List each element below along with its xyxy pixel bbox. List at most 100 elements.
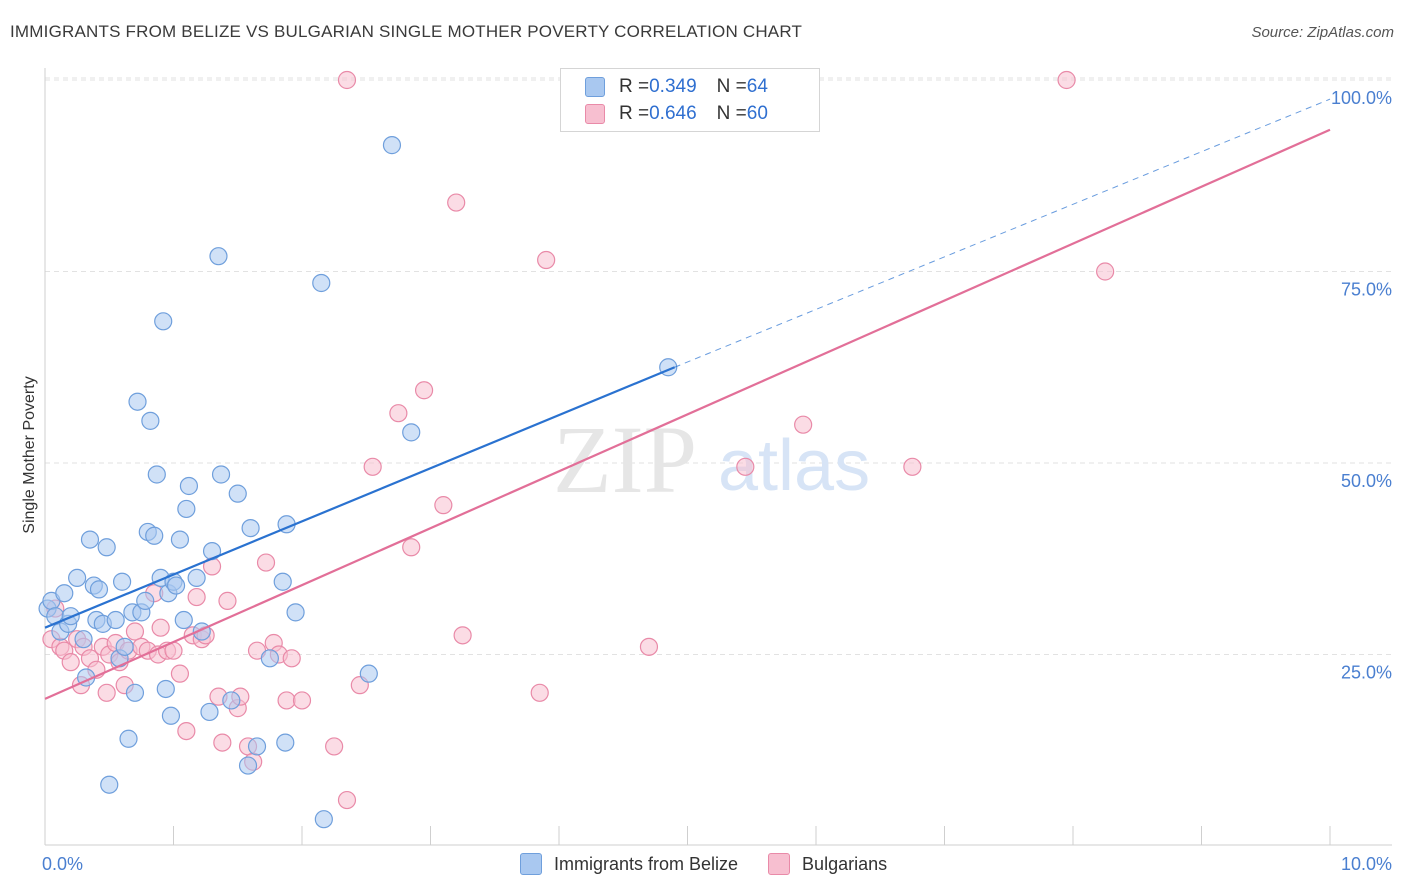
data-point xyxy=(537,250,556,270)
data-point xyxy=(147,465,166,484)
data-point xyxy=(337,790,357,810)
trend-lines xyxy=(44,98,1331,700)
data-point xyxy=(363,457,382,476)
data-point xyxy=(170,530,190,549)
data-point xyxy=(106,610,125,630)
y-tick-label: 75.0% xyxy=(1341,280,1392,300)
trend-line-belize-extension xyxy=(674,98,1331,368)
legend-r-value: 0.349 xyxy=(649,76,697,97)
watermark: ZIP atlas xyxy=(553,406,870,513)
axes xyxy=(44,68,1392,846)
legend-n-value: 64 xyxy=(746,76,768,97)
data-point xyxy=(97,683,116,702)
data-point xyxy=(389,404,408,423)
trend-line-bulgarians xyxy=(44,128,1331,700)
data-point xyxy=(1096,262,1115,281)
legend-row-bulgarians: R = 0.646 N = 60 xyxy=(585,102,768,126)
x-tick-label: 10.0% xyxy=(1341,854,1392,874)
data-point xyxy=(151,618,170,637)
legend-n-label: N = xyxy=(716,103,747,124)
data-point xyxy=(125,683,145,702)
data-point xyxy=(247,737,267,756)
data-point xyxy=(359,664,378,683)
data-point xyxy=(187,568,206,588)
data-point xyxy=(382,136,402,155)
legend-swatch-bulgarians xyxy=(768,853,791,875)
legend-r-value: 0.646 xyxy=(649,103,697,124)
data-point xyxy=(325,737,344,756)
data-point xyxy=(128,392,147,411)
data-point xyxy=(453,626,472,645)
data-point xyxy=(314,810,333,829)
data-point xyxy=(260,649,279,668)
data-point xyxy=(145,526,164,545)
data-point xyxy=(115,637,134,656)
legend-label-belize: Immigrants from Belize xyxy=(554,853,739,874)
data-point xyxy=(337,70,357,90)
data-point xyxy=(434,496,453,515)
data-point xyxy=(89,580,109,599)
data-point xyxy=(1057,70,1076,90)
data-point xyxy=(256,553,276,572)
data-point xyxy=(276,733,295,752)
data-point xyxy=(112,572,132,591)
data-point xyxy=(228,484,247,503)
y-tick-label: 25.0% xyxy=(1341,663,1392,683)
data-point xyxy=(414,381,434,400)
data-point xyxy=(238,756,258,775)
data-point xyxy=(136,591,155,610)
legend-label-bulgarians: Bulgarians xyxy=(802,853,888,874)
legend-swatch-pink xyxy=(585,104,605,124)
data-point xyxy=(74,630,93,649)
data-point xyxy=(402,538,421,557)
data-point xyxy=(119,729,138,748)
stats-legend: R = 0.349 N = 64 R = 0.646 N = 60 xyxy=(560,68,820,132)
data-point xyxy=(174,610,193,630)
series-legend: Immigrants from Belize Bulgarians xyxy=(520,853,917,875)
data-point xyxy=(154,312,173,331)
tick-labels: 25.0% 50.0% 75.0% 100.0% 0.0% 10.0% xyxy=(42,88,1392,874)
legend-r-label: R = xyxy=(619,103,650,124)
data-point xyxy=(80,530,100,549)
x-tick-label: 0.0% xyxy=(42,854,83,874)
data-point xyxy=(156,679,175,699)
data-point xyxy=(218,591,237,610)
data-point xyxy=(61,653,80,672)
legend-item-belize[interactable]: Immigrants from Belize xyxy=(520,853,738,875)
legend-n-label: N = xyxy=(716,76,747,97)
gridlines xyxy=(45,77,1392,655)
data-point xyxy=(177,499,196,519)
data-point xyxy=(736,457,755,476)
data-point xyxy=(903,457,922,476)
data-point xyxy=(241,519,260,538)
data-point xyxy=(68,568,87,588)
data-point xyxy=(530,683,549,702)
belize-points xyxy=(38,136,678,829)
data-point xyxy=(161,706,181,725)
y-tick-label: 100.0% xyxy=(1331,88,1392,108)
trend-line-belize xyxy=(44,366,676,629)
source-label: Source: ZipAtlas.com xyxy=(1251,24,1394,41)
data-point xyxy=(125,622,145,641)
legend-item-bulgarians[interactable]: Bulgarians xyxy=(768,853,887,875)
legend-row-belize: R = 0.349 N = 64 xyxy=(585,75,768,99)
data-point xyxy=(55,584,74,603)
data-point xyxy=(209,247,228,266)
data-point xyxy=(187,587,206,607)
legend-swatch-belize xyxy=(520,853,542,875)
data-point xyxy=(639,637,659,656)
data-point xyxy=(312,273,331,293)
data-point xyxy=(177,721,196,741)
watermark-zip: ZIP xyxy=(553,406,697,513)
data-point xyxy=(211,465,231,484)
data-point xyxy=(97,538,116,557)
legend-swatch-blue xyxy=(585,77,605,97)
data-point xyxy=(273,572,292,591)
data-point xyxy=(447,193,466,212)
y-tick-label: 50.0% xyxy=(1341,471,1392,491)
data-point xyxy=(179,476,199,496)
data-point xyxy=(222,691,241,710)
data-point xyxy=(292,691,312,710)
data-point xyxy=(166,576,186,595)
data-point xyxy=(213,733,232,752)
